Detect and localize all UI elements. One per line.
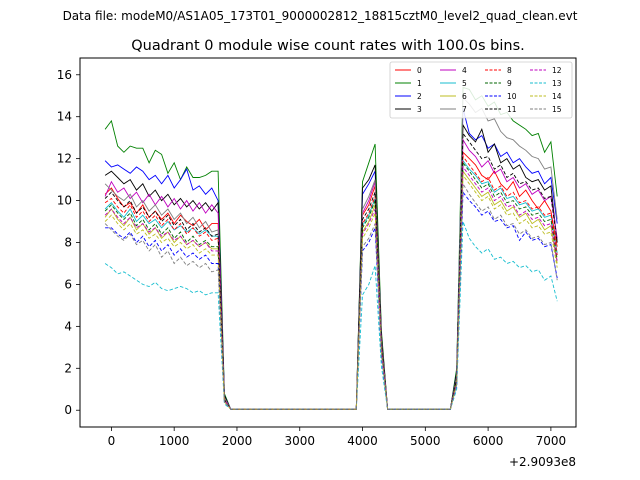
series-line-10	[105, 190, 558, 410]
plot-series-group	[104, 86, 558, 410]
legend-label-11: 11	[507, 105, 517, 114]
legend-label-9: 9	[507, 79, 512, 88]
legend-label-15: 15	[552, 105, 562, 114]
x-tick-label: 3000	[284, 434, 315, 448]
legend-label-4: 4	[462, 66, 467, 75]
x-tick-label: 5000	[410, 434, 441, 448]
legend-label-12: 12	[552, 66, 562, 75]
legend-label-1: 1	[417, 79, 422, 88]
series-line-2	[104, 108, 558, 410]
series-line-14	[104, 174, 558, 410]
legend-label-14: 14	[552, 92, 562, 101]
series-line-13	[104, 221, 558, 410]
x-tick-label: 2000	[222, 434, 253, 448]
legend-label-10: 10	[507, 92, 517, 101]
y-tick-label: 12	[57, 152, 72, 166]
series-line-11	[104, 132, 558, 410]
legend-label-6: 6	[462, 92, 467, 101]
chart-title: Quadrant 0 module wise count rates with …	[131, 38, 525, 54]
y-tick-label: 10	[57, 194, 72, 208]
legend-label-2: 2	[417, 92, 422, 101]
legend-label-3: 3	[417, 105, 422, 114]
legend-label-5: 5	[462, 79, 467, 88]
x-offset-label: +2.9093e8	[509, 455, 576, 469]
series-line-15	[104, 182, 558, 410]
x-tick-label: 0	[108, 434, 116, 448]
legend-label-0: 0	[417, 66, 422, 75]
x-axis: 0 1000 2000 3000 4000 5000 6000 7000	[108, 427, 567, 448]
y-axis: 0 2 4 6 8 10 12 14 16	[57, 68, 80, 417]
y-tick-label: 14	[57, 110, 72, 124]
series-line-6	[104, 169, 558, 410]
series-line-3	[104, 123, 558, 410]
x-tick-label: 7000	[536, 434, 567, 448]
legend-box	[389, 61, 573, 119]
chart-suptitle: Data file: modeM0/AS1A05_173T01_90000028…	[63, 9, 578, 23]
y-tick-label: 8	[64, 236, 72, 250]
series-line-1	[104, 86, 558, 410]
y-tick-label: 0	[64, 403, 72, 417]
y-tick-label: 2	[64, 361, 72, 375]
legend-label-13: 13	[552, 79, 562, 88]
x-tick-label: 6000	[473, 434, 504, 448]
y-tick-label: 16	[57, 68, 72, 82]
y-tick-label: 6	[64, 277, 72, 291]
x-tick-label: 1000	[159, 434, 190, 448]
series-line-12	[104, 165, 558, 410]
legend-label-7: 7	[462, 105, 467, 114]
legend-label-8: 8	[507, 66, 512, 75]
y-tick-label: 4	[64, 319, 72, 333]
x-tick-label: 4000	[347, 434, 378, 448]
